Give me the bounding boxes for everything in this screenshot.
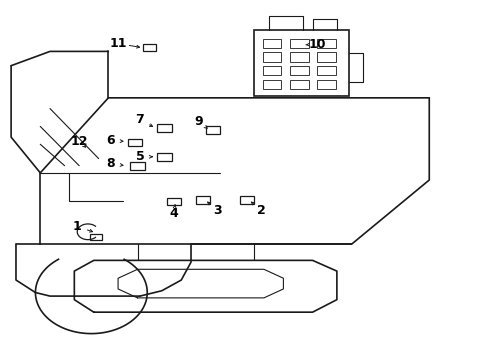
Text: 1: 1 xyxy=(72,220,81,233)
Text: 7: 7 xyxy=(135,113,144,126)
Text: 11: 11 xyxy=(109,37,126,50)
Text: 6: 6 xyxy=(106,134,115,147)
Text: 5: 5 xyxy=(135,150,144,163)
Text: 3: 3 xyxy=(213,204,222,217)
Text: 9: 9 xyxy=(194,114,202,127)
Text: 12: 12 xyxy=(70,135,88,148)
Text: 4: 4 xyxy=(169,207,178,220)
Text: 2: 2 xyxy=(257,204,265,217)
Text: 8: 8 xyxy=(106,157,115,170)
Text: 10: 10 xyxy=(308,38,325,51)
